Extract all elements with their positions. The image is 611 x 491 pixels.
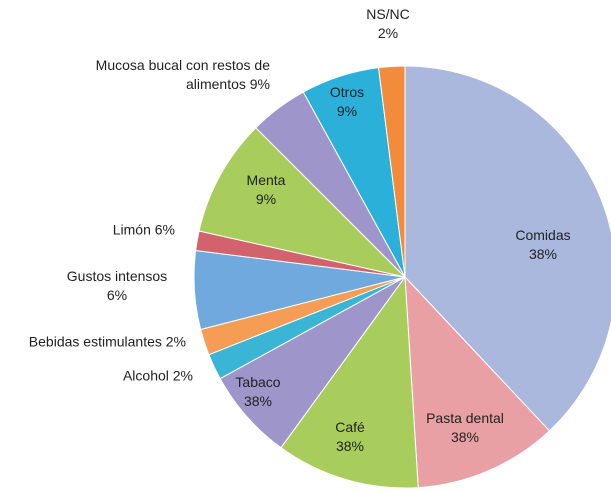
category-label: Bebidas estimulantes (28, 333, 162, 350)
category-label: NS/NC (366, 6, 410, 22)
pie-slice (377, 65, 406, 278)
category-label: Pasta dental (426, 410, 504, 426)
slice-label: Bebidas estimulantes 2% (0, 333, 186, 352)
pie-slice (404, 65, 611, 432)
value-label: 2% (172, 367, 193, 384)
slice-label: Limón 6% (55, 221, 175, 240)
slice-label: Otros 9% (307, 83, 387, 121)
slice-label: Gustos intensos 6% (47, 267, 187, 305)
pie-slice (198, 127, 407, 278)
value-label: 9% (249, 76, 270, 92)
category-label: Alcohol (122, 367, 169, 384)
slice-label: NS/NC 2% (348, 5, 428, 43)
slice-label: Comidas 38% (483, 226, 603, 264)
value-label: 6% (154, 221, 175, 238)
category-label: Limón (112, 221, 151, 238)
category-label: Menta (246, 172, 286, 188)
slice-label: Pasta dental 38% (405, 409, 525, 447)
pie-slice (280, 275, 419, 489)
category-label: Otros (329, 84, 365, 100)
slice-label: Café 38% (310, 418, 390, 456)
value-label: 38% (450, 429, 480, 445)
category-label: Comidas (515, 227, 571, 243)
value-label: 2% (377, 25, 399, 41)
value-label: 9% (255, 191, 277, 207)
value-label: 2% (165, 333, 186, 350)
slice-label: Menta 9% (226, 171, 306, 209)
category-label: Gustos intensos (66, 268, 168, 284)
slice-label: Alcohol 2% (73, 367, 193, 386)
value-label: 38% (243, 393, 273, 409)
slice-label: Mucosa bucal con restos de alimentos 9% (60, 56, 270, 94)
value-label: 38% (335, 438, 365, 454)
value-label: 6% (106, 287, 128, 303)
slice-label: Tabaco 38% (218, 373, 298, 411)
pie-slice (404, 275, 551, 489)
category-label: Tabaco (235, 374, 281, 390)
category-label: Café (335, 419, 365, 435)
value-label: 38% (528, 246, 558, 262)
value-label: 9% (336, 103, 358, 119)
category-label: Mucosa bucal con restos de alimentos (95, 57, 270, 92)
